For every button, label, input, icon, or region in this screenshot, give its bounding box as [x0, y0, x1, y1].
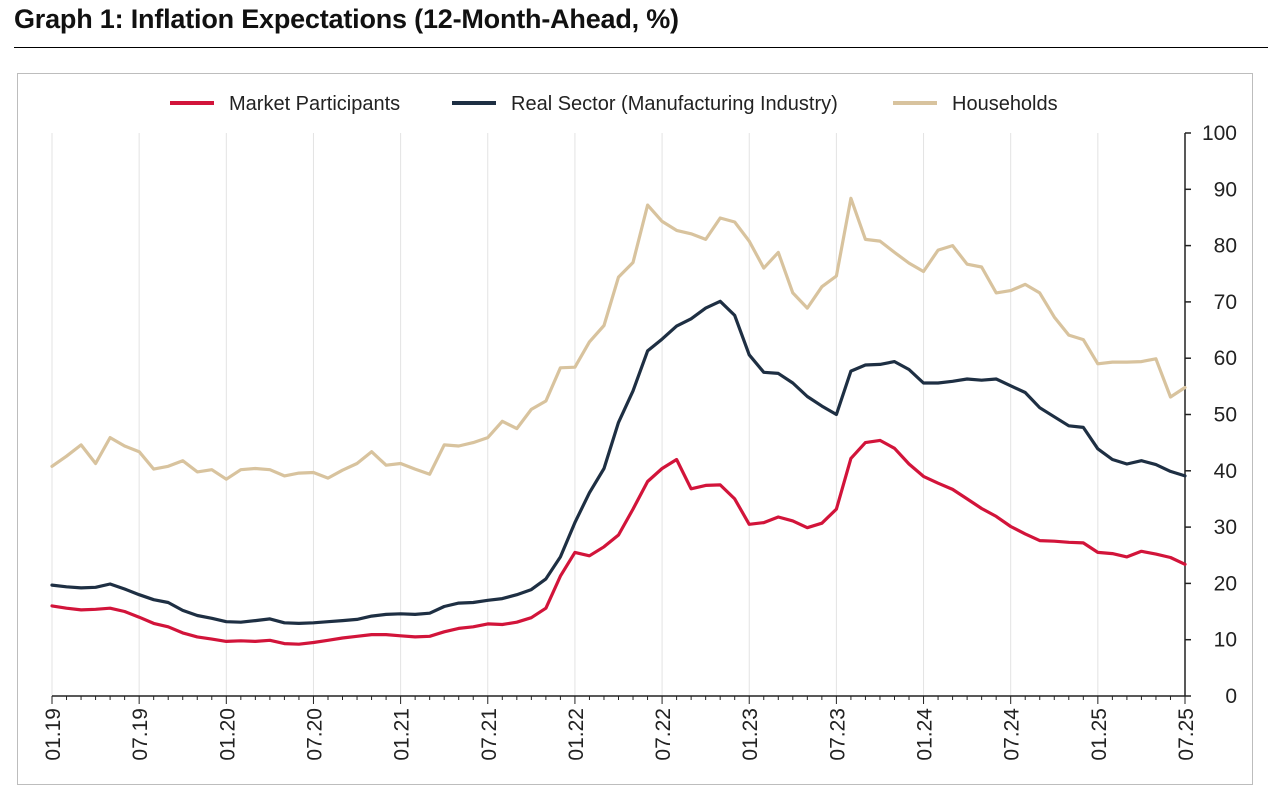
x-tick-label-07.20: 07.20 — [303, 708, 326, 761]
y-tick-label-0: 0 — [1225, 685, 1237, 708]
x-tick-label-01.19: 01.19 — [42, 708, 65, 761]
x-tick-label-01.25: 01.25 — [1088, 708, 1111, 761]
series-line-households — [50, 196, 1187, 481]
y-tick-label-70: 70 — [1214, 291, 1237, 314]
y-tick-label-50: 50 — [1214, 404, 1237, 427]
legend-item-real-sector-manufacturing-industry: Real Sector (Manufacturing Industry) — [452, 93, 838, 115]
x-tick-label-01.22: 01.22 — [565, 708, 588, 761]
y-tick-label-30: 30 — [1214, 516, 1237, 539]
y-tick-label-80: 80 — [1214, 235, 1237, 258]
x-tick-label-07.25: 07.25 — [1175, 708, 1198, 761]
page-title: Graph 1: Inflation Expectations (12-Mont… — [14, 4, 679, 34]
x-tick-label-07.23: 07.23 — [826, 708, 849, 761]
x-tick-label-07.24: 07.24 — [1001, 708, 1024, 761]
y-tick-label-40: 40 — [1214, 460, 1237, 483]
legend-label-households: Households — [952, 93, 1058, 115]
y-tick-label-20: 20 — [1214, 572, 1237, 595]
legend-label-market-participants: Market Participants — [229, 93, 400, 115]
legend: Market Participants Real Sector (Manufact… — [170, 93, 1058, 115]
series-lines — [50, 196, 1187, 646]
y-tick-label-100: 100 — [1202, 122, 1237, 145]
legend-item-households: Households — [893, 93, 1058, 115]
series-line-market-participants — [50, 438, 1187, 646]
x-tick-label-07.19: 07.19 — [129, 708, 152, 761]
x-tick-label-07.22: 07.22 — [652, 708, 675, 761]
x-tick-label-01.21: 01.21 — [391, 708, 414, 761]
y-tick-label-90: 90 — [1214, 178, 1237, 201]
y-tick-label-60: 60 — [1214, 347, 1237, 370]
legend-label-real-sector-manufacturing-industry: Real Sector (Manufacturing Industry) — [511, 93, 838, 115]
grid-lines — [51, 133, 1186, 696]
chart-frame — [17, 73, 1253, 785]
y-axis-ticks: 0 10 20 30 40 50 60 70 80 90 100 — [1185, 122, 1237, 708]
series-line-real-sector-manufacturing-industry — [50, 299, 1187, 625]
x-axis-ticks: 01.19 07.19 01.20 07.20 01.21 07.21 01.22 07.22… — [42, 696, 1198, 761]
x-tick-label-01.24: 01.24 — [914, 708, 937, 761]
axes — [52, 133, 1186, 697]
y-tick-label-10: 10 — [1214, 629, 1237, 652]
x-tick-label-07.21: 07.21 — [478, 708, 501, 761]
x-tick-label-01.20: 01.20 — [216, 708, 239, 761]
x-tick-label-01.23: 01.23 — [739, 708, 762, 761]
title-divider — [14, 47, 1268, 48]
legend-item-market-participants: Market Participants — [170, 93, 400, 115]
